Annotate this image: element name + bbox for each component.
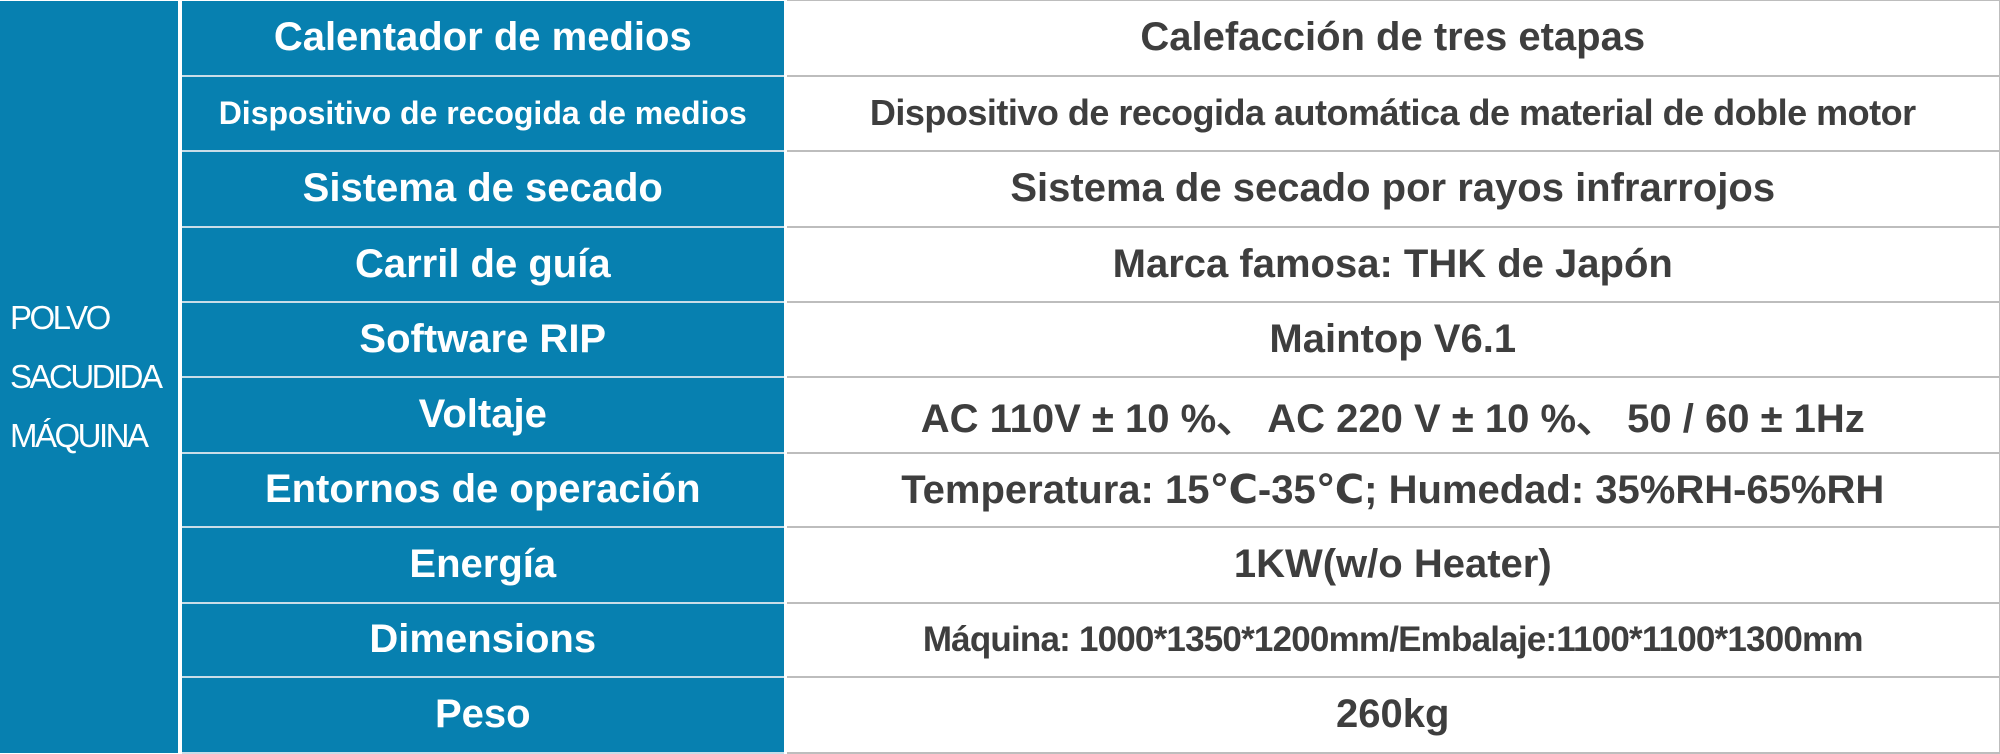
table-row: Dimensions Máquina: 1000*1350*1200mm/Emb…: [0, 602, 2000, 678]
table-row: Sistema de secado Sistema de secado por …: [0, 150, 2000, 228]
spec-key: Carril de guía: [180, 226, 787, 303]
spec-value: Calefacción de tres etapas: [785, 0, 2000, 77]
table-row: Energía 1KW(w/o Heater): [0, 526, 2000, 604]
spec-value: 1KW(w/o Heater): [785, 526, 2000, 604]
category-label: POLVO SACUDIDA MÁQUINA: [0, 0, 182, 753]
table-row: Peso 260kg: [0, 676, 2000, 754]
spec-key: Voltaje: [180, 376, 787, 454]
spec-value: AC 110V ± 10 %、 AC 220 V ± 10 %、 50 / 60…: [785, 376, 2000, 454]
table-row: Carril de guía Marca famosa: THK de Japó…: [0, 226, 2000, 303]
spec-key: Sistema de secado: [180, 150, 787, 228]
spec-value: Sistema de secado por rayos infrarrojos: [785, 150, 2000, 228]
spec-key: Calentador de medios: [180, 0, 787, 77]
spec-value: Máquina: 1000*1350*1200mm/Embalaje:1100*…: [785, 602, 2000, 678]
spec-value: Temperatura: 15℃-35℃; Humedad: 35%RH-65%…: [785, 452, 2000, 528]
category-label-line: POLVO: [10, 299, 111, 336]
spec-key: Software RIP: [180, 301, 787, 378]
category-label-line: MÁQUINA: [10, 417, 149, 454]
spec-value: Marca famosa: THK de Japón: [785, 226, 2000, 303]
table-row: Dispositivo de recogida de medios Dispos…: [0, 75, 2000, 152]
spec-key: Energía: [180, 526, 787, 604]
spec-key: Dispositivo de recogida de medios: [180, 75, 787, 152]
spec-value: 260kg: [785, 676, 2000, 754]
spec-key: Peso: [180, 676, 787, 754]
table-row: Entornos de operación Temperatura: 15℃-3…: [0, 452, 2000, 528]
spec-value: Dispositivo de recogida automática de ma…: [785, 75, 2000, 152]
table-row: Voltaje AC 110V ± 10 %、 AC 220 V ± 10 %、…: [0, 376, 2000, 454]
spec-key: Dimensions: [180, 602, 787, 678]
spec-key: Entornos de operación: [180, 452, 787, 528]
table-row: Software RIP Maintop V6.1: [0, 301, 2000, 378]
category-label-line: SACUDIDA: [10, 358, 163, 395]
spec-value: Maintop V6.1: [785, 301, 2000, 378]
